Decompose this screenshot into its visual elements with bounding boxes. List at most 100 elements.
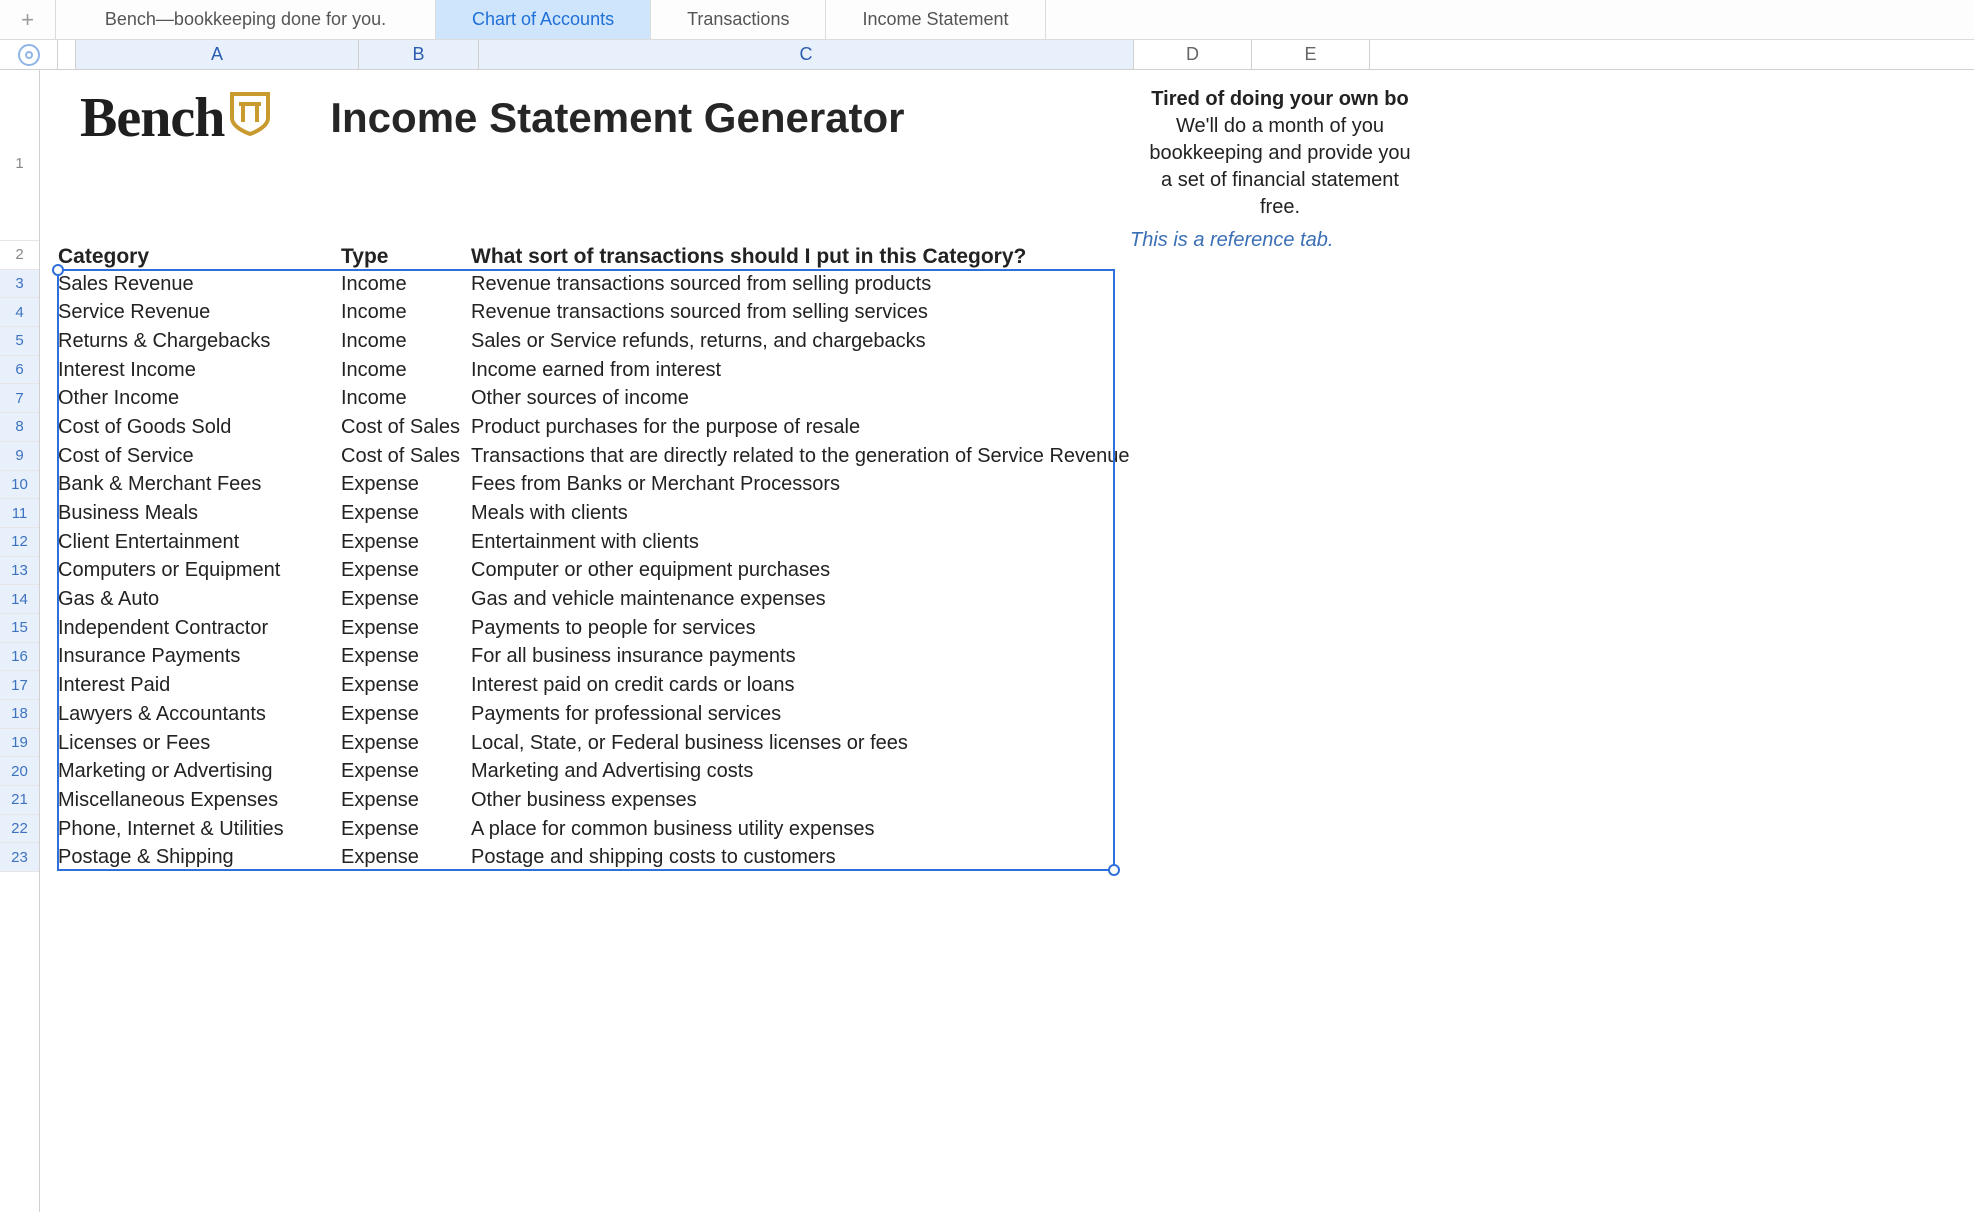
cell-category: Independent Contractor [58,614,341,643]
table-row[interactable]: Postage & ShippingExpensePostage and shi… [40,843,1974,872]
cell-description: Gas and vehicle maintenance expenses [461,585,1116,614]
cell-category: Postage & Shipping [58,843,341,872]
row-header-16[interactable]: 16 [0,643,39,672]
table-row[interactable]: Interest IncomeIncomeIncome earned from … [40,356,1974,385]
table-row[interactable]: Licenses or FeesExpenseLocal, State, or … [40,729,1974,758]
table-row[interactable]: Gas & AutoExpenseGas and vehicle mainten… [40,585,1974,614]
table-row[interactable]: Interest PaidExpenseInterest paid on cre… [40,671,1974,700]
table-row[interactable]: Computers or EquipmentExpenseComputer or… [40,557,1974,586]
row-header-15[interactable]: 15 [0,614,39,643]
row-header-14[interactable]: 14 [0,585,39,614]
row-header-5[interactable]: 5 [0,327,39,356]
promo-line: We'll do a month of you [1176,115,1384,137]
table-row[interactable]: Business MealsExpenseMeals with clients [40,499,1974,528]
row-header-11[interactable]: 11 [0,499,39,528]
grid-area[interactable]: Bench Income Statement Generator Tired o… [40,86,1974,1212]
cell-type: Expense [341,557,461,586]
column-header-D[interactable]: D [1134,40,1252,69]
table-row[interactable]: Independent ContractorExpensePayments to… [40,614,1974,643]
column-header-E[interactable]: E [1252,40,1370,69]
cell-description: Other business expenses [461,786,1116,815]
cell-category: Phone, Internet & Utilities [58,815,341,844]
table-row[interactable]: Sales RevenueIncomeRevenue transactions … [40,270,1974,299]
table-row[interactable]: Cost of ServiceCost of SalesTransactions… [40,442,1974,471]
tab-chart-of-accounts[interactable]: Chart of Accounts [436,0,651,39]
cell-description: Revenue transactions sourced from sellin… [461,298,1116,327]
column-header-A[interactable]: A [76,40,359,69]
cell-type: Income [341,356,461,385]
row-header-9[interactable]: 9 [0,442,39,471]
cell-type: Expense [341,757,461,786]
row-header-10[interactable]: 10 [0,471,39,500]
table-row[interactable]: Insurance PaymentsExpenseFor all busines… [40,643,1974,672]
table-row[interactable]: Miscellaneous ExpensesExpenseOther busin… [40,786,1974,815]
table-row[interactable]: Bank & Merchant FeesExpenseFees from Ban… [40,471,1974,500]
tab-transactions[interactable]: Transactions [651,0,826,39]
row-header-23[interactable]: 23 [0,843,39,872]
header-description: What sort of transactions should I put i… [461,241,1116,270]
row-header-22[interactable]: 22 [0,815,39,844]
cell-description: Transactions that are directly related t… [461,442,1116,471]
cell-type: Income [341,298,461,327]
column-header-B[interactable]: B [359,40,479,69]
row-header-12[interactable]: 12 [0,528,39,557]
row-header-4[interactable]: 4 [0,298,39,327]
header-type: Type [341,241,461,270]
table-row[interactable]: Client EntertainmentExpenseEntertainment… [40,528,1974,557]
row-header-13[interactable]: 13 [0,557,39,586]
cell-category: Licenses or Fees [58,729,341,758]
cell-type: Cost of Sales [341,442,461,471]
header-category: Category [58,241,341,270]
sheet-tabbar: + Bench—bookkeeping done for you. Chart … [0,0,1974,40]
table-row[interactable]: Returns & ChargebacksIncomeSales or Serv… [40,327,1974,356]
page-title: Income Statement Generator [300,94,904,142]
select-all-corner[interactable] [0,40,58,69]
cell-category: Interest Paid [58,671,341,700]
cell-description: Payments to people for services [461,614,1116,643]
row-header-3[interactable]: 3 [0,270,39,299]
cell-description: Interest paid on credit cards or loans [461,671,1116,700]
cell-description: For all business insurance payments [461,643,1116,672]
cell-category: Returns & Chargebacks [58,327,341,356]
tab-label: Transactions [687,9,789,30]
cell-category: Lawyers & Accountants [58,700,341,729]
cell-description: Postage and shipping costs to customers [461,843,1116,872]
table-row[interactable]: Other IncomeIncomeOther sources of incom… [40,384,1974,413]
row-header-20[interactable]: 20 [0,757,39,786]
cell-category: Sales Revenue [58,270,341,299]
bench-wordmark: Bench [80,86,224,150]
table-row[interactable]: Phone, Internet & UtilitiesExpenseA plac… [40,815,1974,844]
add-sheet-button[interactable]: + [0,0,56,39]
row-header-2[interactable]: 2 [0,241,39,270]
cell-type: Expense [341,614,461,643]
row-header-18[interactable]: 18 [0,700,39,729]
tab-income-statement[interactable]: Income Statement [826,0,1045,39]
table-row[interactable]: Marketing or AdvertisingExpenseMarketing… [40,757,1974,786]
promo-sidebar: Tired of doing your own bo We'll do a mo… [1130,86,1430,254]
table-row[interactable]: Cost of Goods SoldCost of SalesProduct p… [40,413,1974,442]
cell-description: Fees from Banks or Merchant Processors [461,471,1116,500]
cell-category: Client Entertainment [58,528,341,557]
cell-category: Insurance Payments [58,643,341,672]
column-header-C[interactable]: C [479,40,1134,69]
row-header-7[interactable]: 7 [0,384,39,413]
row-header-21[interactable]: 21 [0,786,39,815]
cell-type: Expense [341,815,461,844]
cell-type: Expense [341,700,461,729]
cell-category: Marketing or Advertising [58,757,341,786]
row-header-8[interactable]: 8 [0,413,39,442]
promo-headline: Tired of doing your own bo [1151,88,1408,110]
tab-bench-info[interactable]: Bench—bookkeeping done for you. [56,0,436,39]
row-header-17[interactable]: 17 [0,671,39,700]
row-header-strip: 1 2 34567891011121314151617181920212223 [0,70,40,1212]
row-header-19[interactable]: 19 [0,729,39,758]
promo-line: free. [1260,196,1300,218]
table-row[interactable]: Service RevenueIncomeRevenue transaction… [40,298,1974,327]
table-row[interactable]: Lawyers & AccountantsExpensePayments for… [40,700,1974,729]
row-header-6[interactable]: 6 [0,356,39,385]
cell-type: Cost of Sales [341,413,461,442]
row-header-1[interactable]: 1 [0,86,39,241]
cell-category: Cost of Service [58,442,341,471]
cell-category: Cost of Goods Sold [58,413,341,442]
cell-type: Expense [341,671,461,700]
